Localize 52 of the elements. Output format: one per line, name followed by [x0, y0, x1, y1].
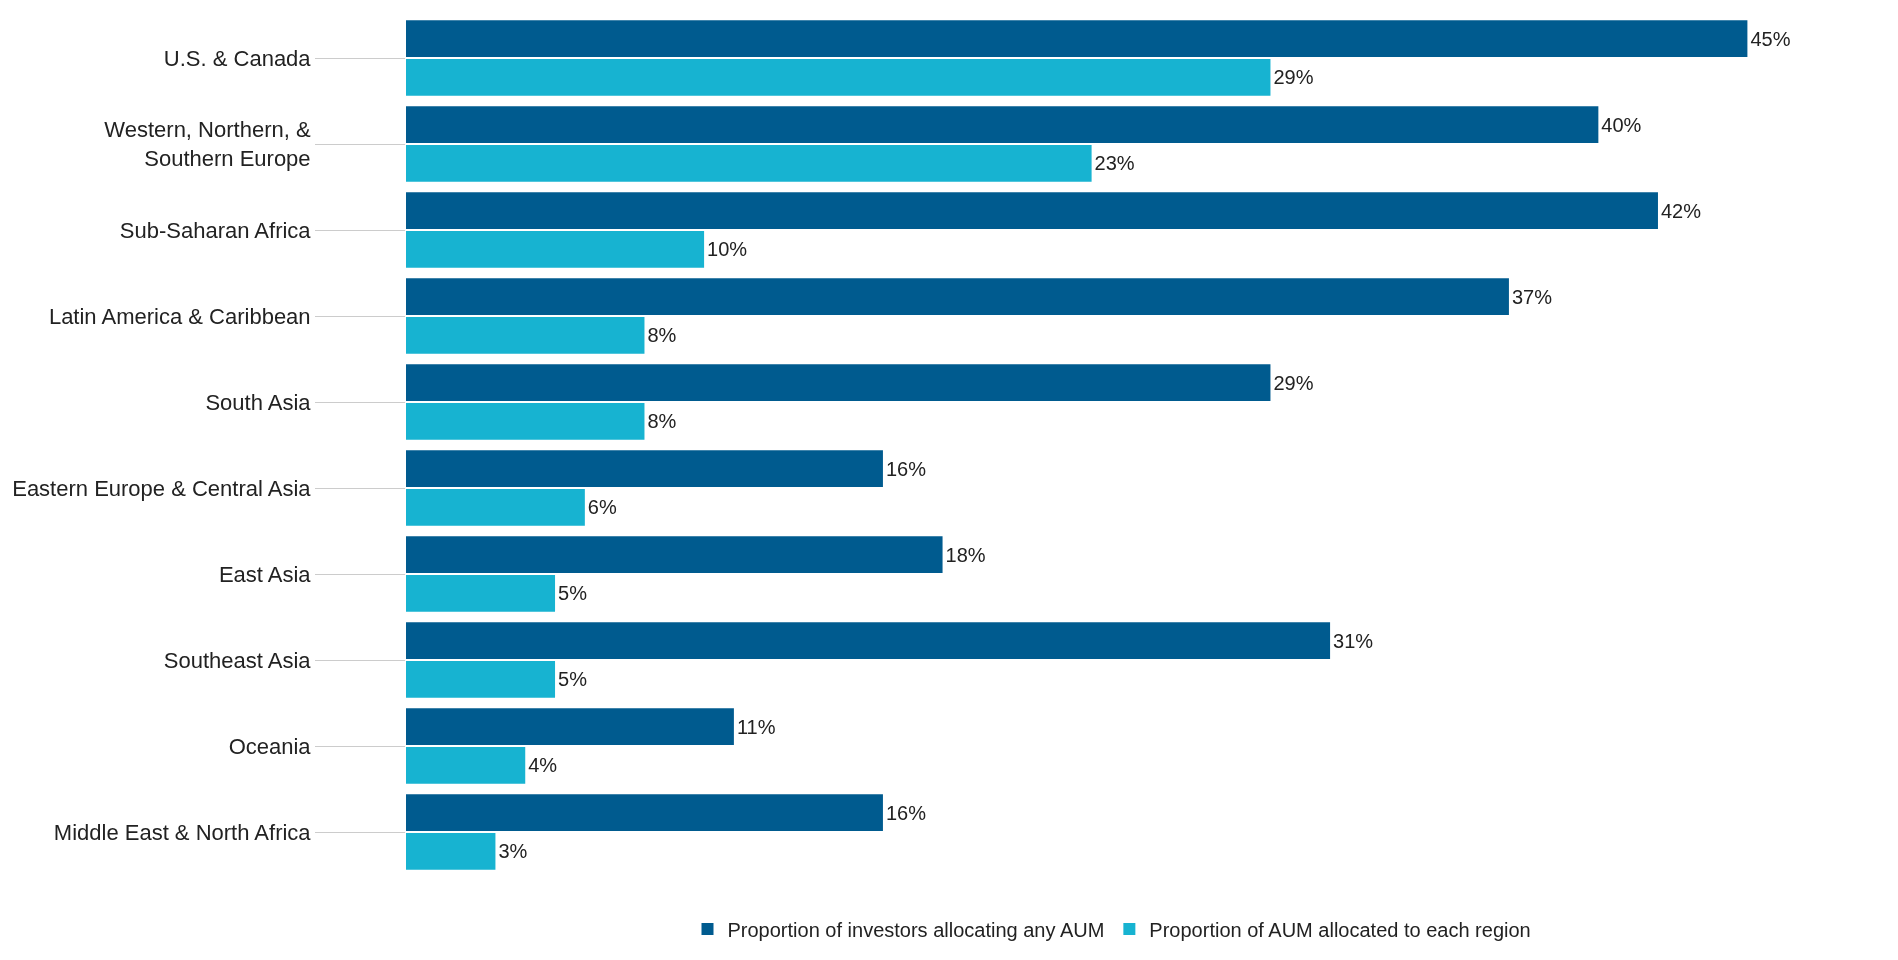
data-label: 4%	[528, 754, 558, 777]
bar	[406, 746, 526, 784]
y-tick-label: Latin America & Caribbean	[48, 303, 311, 329]
data-label: 29%	[1273, 66, 1314, 89]
bar	[406, 402, 645, 440]
data-label: 37%	[1511, 285, 1553, 308]
y-tick-label: East Asia	[218, 561, 312, 587]
data-label: 16%	[885, 457, 927, 480]
bar	[406, 536, 943, 574]
bar	[406, 794, 883, 832]
y-tick-label: Eastern Europe & Central Asia	[12, 475, 312, 501]
data-label: 23%	[1094, 152, 1135, 175]
data-label: 6%	[587, 496, 617, 519]
y-tick-label: Sub-Saharan Africa	[119, 217, 312, 243]
bar	[406, 622, 1331, 660]
data-label: 42%	[1660, 199, 1702, 222]
data-label: 16%	[885, 801, 927, 824]
data-label: 8%	[647, 410, 677, 433]
data-label: 18%	[945, 543, 986, 566]
bar	[406, 450, 883, 488]
data-label: 45%	[1750, 27, 1791, 50]
bar	[406, 20, 1748, 58]
bar	[406, 574, 556, 612]
y-tick-label: Oceania	[228, 733, 312, 759]
bar	[406, 106, 1599, 144]
y-tick-label: Western, Northern, & Southern Europe	[104, 117, 311, 171]
bar	[406, 230, 705, 268]
bar	[406, 316, 645, 354]
bar	[406, 708, 734, 746]
y-tick-label: U.S. & Canada	[163, 45, 312, 71]
data-label: 11%	[736, 715, 776, 738]
data-label: 10%	[707, 238, 748, 261]
bar	[406, 488, 585, 526]
y-tick-label: Middle East & North Africa	[53, 819, 312, 845]
bar	[406, 660, 556, 698]
legend-label: Proportion of AUM allocated to each region	[1149, 918, 1531, 941]
bar	[406, 192, 1658, 230]
bar	[406, 58, 1271, 96]
bar	[406, 364, 1271, 402]
y-tick-label: Southeast Asia	[163, 647, 312, 673]
data-label: 5%	[558, 668, 588, 691]
data-label: 5%	[558, 582, 588, 605]
data-label: 29%	[1273, 371, 1314, 394]
data-label: 31%	[1333, 629, 1374, 652]
data-label: 8%	[647, 324, 677, 347]
legend-label: Proportion of investors allocating any AUM	[727, 918, 1105, 941]
bar	[406, 144, 1092, 182]
y-tick-label: South Asia	[205, 389, 312, 415]
data-label: 40%	[1601, 113, 1642, 136]
bar	[406, 278, 1509, 316]
bar	[406, 832, 496, 870]
data-label: 3%	[498, 840, 528, 863]
